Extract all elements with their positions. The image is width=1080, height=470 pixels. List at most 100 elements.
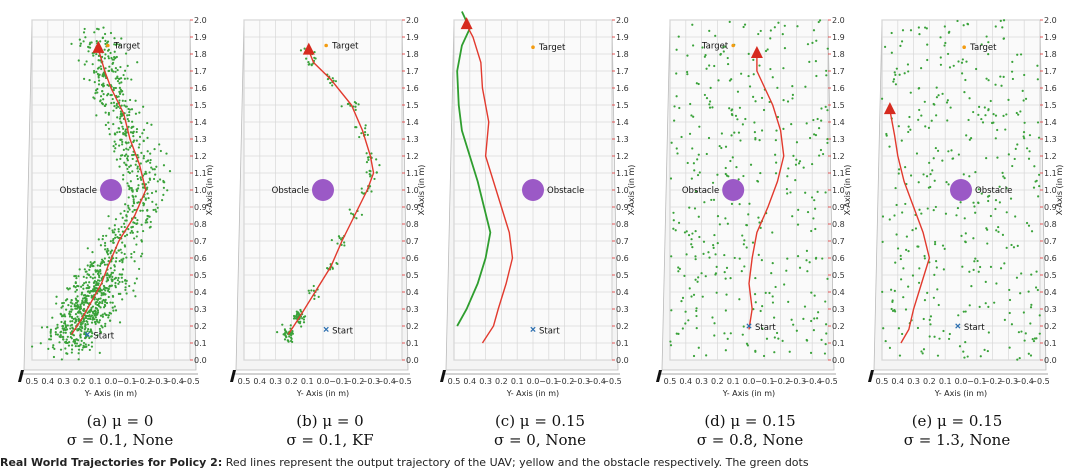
noise-point	[116, 116, 119, 119]
noise-point	[107, 314, 110, 317]
x-tick-label: 0.6	[406, 254, 419, 263]
noise-point	[373, 177, 376, 181]
noise-point	[97, 66, 101, 69]
noise-point	[924, 26, 927, 29]
noise-point	[1021, 89, 1024, 93]
noise-point	[724, 217, 727, 220]
caption-line-2: σ = 0, None	[493, 431, 587, 449]
noise-point	[754, 138, 757, 141]
x-tick-label: 1.4	[406, 118, 419, 127]
noise-point	[92, 69, 96, 73]
noise-point	[958, 345, 962, 348]
noise-point	[129, 164, 132, 167]
noise-point	[90, 296, 93, 299]
noise-point	[933, 243, 937, 246]
noise-point	[902, 267, 905, 270]
noise-point	[126, 159, 130, 162]
noise-point	[89, 261, 92, 264]
noise-point	[998, 201, 1001, 204]
noise-point	[729, 277, 732, 280]
noise-point	[140, 178, 143, 181]
noise-point	[84, 326, 87, 329]
noise-point	[817, 311, 820, 314]
noise-point	[122, 131, 125, 135]
noise-point	[774, 153, 777, 156]
noise-point	[824, 300, 827, 303]
noise-point	[55, 302, 58, 305]
caption-line-1: (c) μ = 0.15	[494, 412, 586, 430]
obstacle-label: Obstacle	[547, 186, 584, 196]
noise-point	[711, 106, 714, 109]
noise-point	[75, 338, 78, 341]
noise-point	[936, 288, 939, 291]
noise-point	[895, 67, 898, 70]
noise-point	[142, 128, 146, 132]
noise-point	[117, 276, 120, 280]
noise-point	[142, 202, 145, 205]
noise-point	[70, 348, 74, 351]
noise-point	[674, 229, 677, 232]
noise-point	[936, 354, 940, 357]
noise-point	[100, 67, 103, 71]
noise-point	[747, 52, 750, 55]
noise-point	[351, 213, 355, 216]
noise-point	[87, 46, 90, 49]
noise-point	[930, 119, 933, 122]
noise-point	[132, 135, 135, 138]
noise-point	[61, 302, 64, 305]
noise-point	[112, 309, 115, 312]
noise-point	[96, 272, 100, 275]
noise-point	[785, 187, 788, 191]
noise-point	[984, 302, 987, 305]
x-tick-label: 1.5	[1044, 101, 1057, 110]
noise-point	[1036, 121, 1040, 124]
noise-point	[825, 74, 828, 77]
noise-point	[120, 225, 123, 229]
noise-point	[891, 309, 895, 313]
noise-point	[947, 31, 950, 34]
noise-point	[86, 320, 89, 324]
noise-point	[354, 108, 357, 111]
noise-point	[740, 72, 743, 75]
noise-point	[99, 297, 102, 300]
noise-point	[94, 89, 98, 92]
noise-point	[743, 239, 746, 242]
noise-point	[135, 189, 139, 193]
x-tick-label: 0.8	[194, 220, 207, 229]
noise-point	[63, 313, 66, 316]
noise-point	[71, 326, 74, 329]
noise-point	[907, 125, 910, 128]
noise-point	[92, 54, 95, 57]
noise-point	[112, 123, 115, 126]
y-tick-label: −0.4	[586, 377, 605, 386]
noise-point	[82, 320, 85, 323]
noise-point	[724, 45, 727, 48]
noise-point	[731, 156, 734, 159]
x-tick-label: 1.2	[616, 152, 629, 161]
noise-point	[688, 132, 692, 135]
noise-point	[791, 85, 794, 88]
noise-point	[907, 250, 910, 253]
noise-point	[922, 317, 925, 321]
noise-point	[962, 310, 965, 313]
noise-point	[712, 246, 715, 249]
x-tick-label: 0.0	[406, 356, 419, 365]
start-label: Start	[93, 332, 114, 342]
noise-point	[70, 298, 73, 302]
noise-point	[714, 253, 717, 256]
noise-point	[981, 121, 985, 124]
x-tick-label: 0.4	[406, 288, 419, 297]
noise-point	[1036, 288, 1039, 292]
noise-point	[918, 208, 921, 211]
noise-point	[123, 244, 126, 247]
x-tick-label: 0.5	[1044, 271, 1057, 280]
noise-point	[138, 135, 142, 138]
noise-point	[119, 248, 122, 251]
noise-point	[66, 352, 69, 355]
noise-point	[113, 305, 116, 308]
y-tick-label: −0.4	[164, 377, 183, 386]
x-tick-label: 1.5	[832, 101, 845, 110]
noise-point	[84, 281, 88, 284]
noise-point	[690, 114, 693, 117]
noise-point	[120, 138, 123, 141]
